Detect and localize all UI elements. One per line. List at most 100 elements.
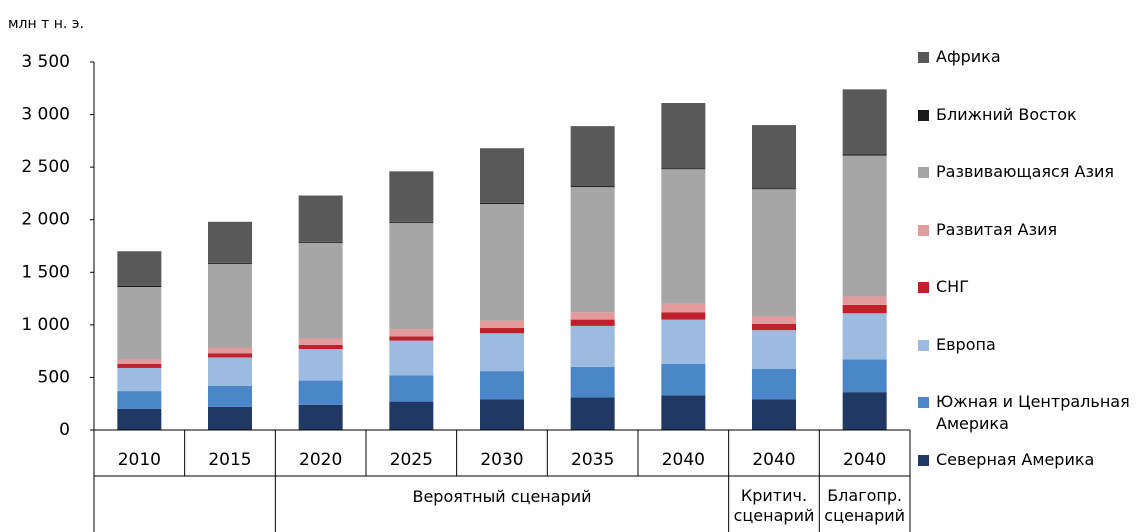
legend-label: Африка	[936, 47, 1001, 66]
legend-swatch	[918, 224, 929, 236]
bar-segment	[752, 323, 796, 331]
bar-segment	[389, 171, 434, 222]
bar-segment	[117, 408, 162, 430]
bar-segment	[752, 125, 796, 189]
bar-segment	[208, 385, 252, 407]
bar-segment	[117, 367, 162, 392]
legend-item: Развивающаяся Азия	[918, 161, 1140, 183]
bar-segment	[661, 363, 706, 396]
legend-label: Ближний Восток	[936, 104, 1077, 124]
legend-label: Северная Америка	[936, 449, 1095, 469]
bar-segment	[480, 320, 524, 329]
legend-item: СНГ	[918, 276, 1140, 298]
y-tick-label: 2 500	[21, 157, 70, 177]
bar-segment	[842, 304, 887, 314]
bar-segment	[208, 262, 252, 264]
bar-segment	[208, 347, 252, 354]
x-tick-label: 2040	[843, 450, 886, 470]
bar-segment	[570, 366, 615, 398]
bar-segment	[298, 380, 343, 405]
bar-segment	[752, 369, 796, 400]
bar-segment	[298, 404, 343, 430]
bar-segment	[117, 359, 162, 364]
bar-segment	[480, 148, 524, 203]
bar-segment	[842, 359, 887, 393]
x-tick-label: 2040	[752, 450, 795, 470]
bar-segment	[117, 251, 162, 286]
bar-segment	[298, 349, 343, 381]
legend-swatch	[918, 52, 929, 63]
bar-segment	[298, 242, 343, 339]
x-tick-label: 2015	[208, 450, 251, 470]
y-tick-label: 3 500	[21, 52, 70, 72]
legend-item: Европа	[918, 334, 1140, 356]
bar-segment	[298, 241, 343, 243]
bar-segment	[480, 399, 524, 430]
legend-label: СНГ	[936, 277, 969, 296]
bar-segment	[480, 371, 524, 400]
bar-segment	[661, 319, 706, 364]
bar-segment	[570, 325, 615, 367]
bar-segment	[389, 336, 434, 341]
bar-segment	[480, 328, 524, 334]
bar-segment	[389, 222, 434, 330]
bar-segment	[842, 154, 887, 156]
y-tick-label: 1 000	[21, 315, 70, 335]
bar-segment	[752, 189, 796, 317]
bar-segment	[389, 329, 434, 337]
bar-segment	[570, 126, 615, 187]
x-tick-label: 2035	[571, 450, 614, 470]
bar-segment	[208, 263, 252, 348]
bar-segment	[117, 363, 162, 368]
group-label: Вероятный сценарий	[412, 487, 592, 506]
bar-segment	[389, 401, 434, 430]
bar-segment	[208, 221, 252, 263]
bar-segment	[842, 296, 887, 305]
legend-swatch	[918, 282, 929, 293]
x-tick-label: 2010	[118, 450, 161, 470]
bar-segment	[480, 333, 524, 372]
legend-swatch	[918, 339, 929, 351]
legend-swatch	[918, 167, 929, 178]
legend-label: Южная и Центральная Америка	[936, 392, 1130, 433]
group-label: Благопр. сценарий	[824, 486, 906, 525]
bar-segment	[661, 168, 706, 170]
bar-segment	[389, 340, 434, 376]
y-tick-label: 500	[38, 367, 70, 387]
bar-segment	[570, 312, 615, 320]
bar-segment	[208, 406, 252, 430]
x-tick-label: 2020	[299, 450, 342, 470]
legend-swatch	[918, 109, 929, 121]
legend-item: Развитая Азия	[918, 219, 1140, 241]
bar-segment	[752, 399, 796, 430]
y-tick-label: 2 000	[21, 210, 70, 230]
legend-item: Африка	[918, 46, 1140, 68]
legend-item: Южная и Центральная Америка	[918, 391, 1140, 435]
legend-label: Развитая Азия	[936, 219, 1058, 239]
bar-segment	[752, 330, 796, 370]
bar-segment	[117, 287, 162, 360]
y-tick-label: 3 000	[21, 105, 70, 125]
bar-segment	[570, 397, 615, 430]
y-tick-label: 1 500	[21, 262, 70, 282]
bar-segment	[842, 392, 887, 430]
legend-item: Ближний Восток	[918, 104, 1140, 126]
group-label: Критич. сценарий	[733, 486, 815, 525]
x-tick-label: 2040	[662, 450, 705, 470]
bar-segment	[389, 221, 434, 223]
bar-segment	[661, 395, 706, 430]
bar-segment	[480, 203, 524, 321]
bar-segment	[752, 316, 796, 324]
bar-segment	[842, 155, 887, 297]
y-axis-label: млн т н. э.	[8, 16, 84, 32]
bar-segment	[570, 187, 615, 313]
bar-segment	[208, 353, 252, 358]
bar-segment	[570, 319, 615, 326]
bar-segment	[298, 344, 343, 350]
bar-segment	[661, 169, 706, 304]
bar-segment	[661, 103, 706, 169]
bar-segment	[661, 303, 706, 313]
legend-label: Европа	[936, 334, 996, 354]
